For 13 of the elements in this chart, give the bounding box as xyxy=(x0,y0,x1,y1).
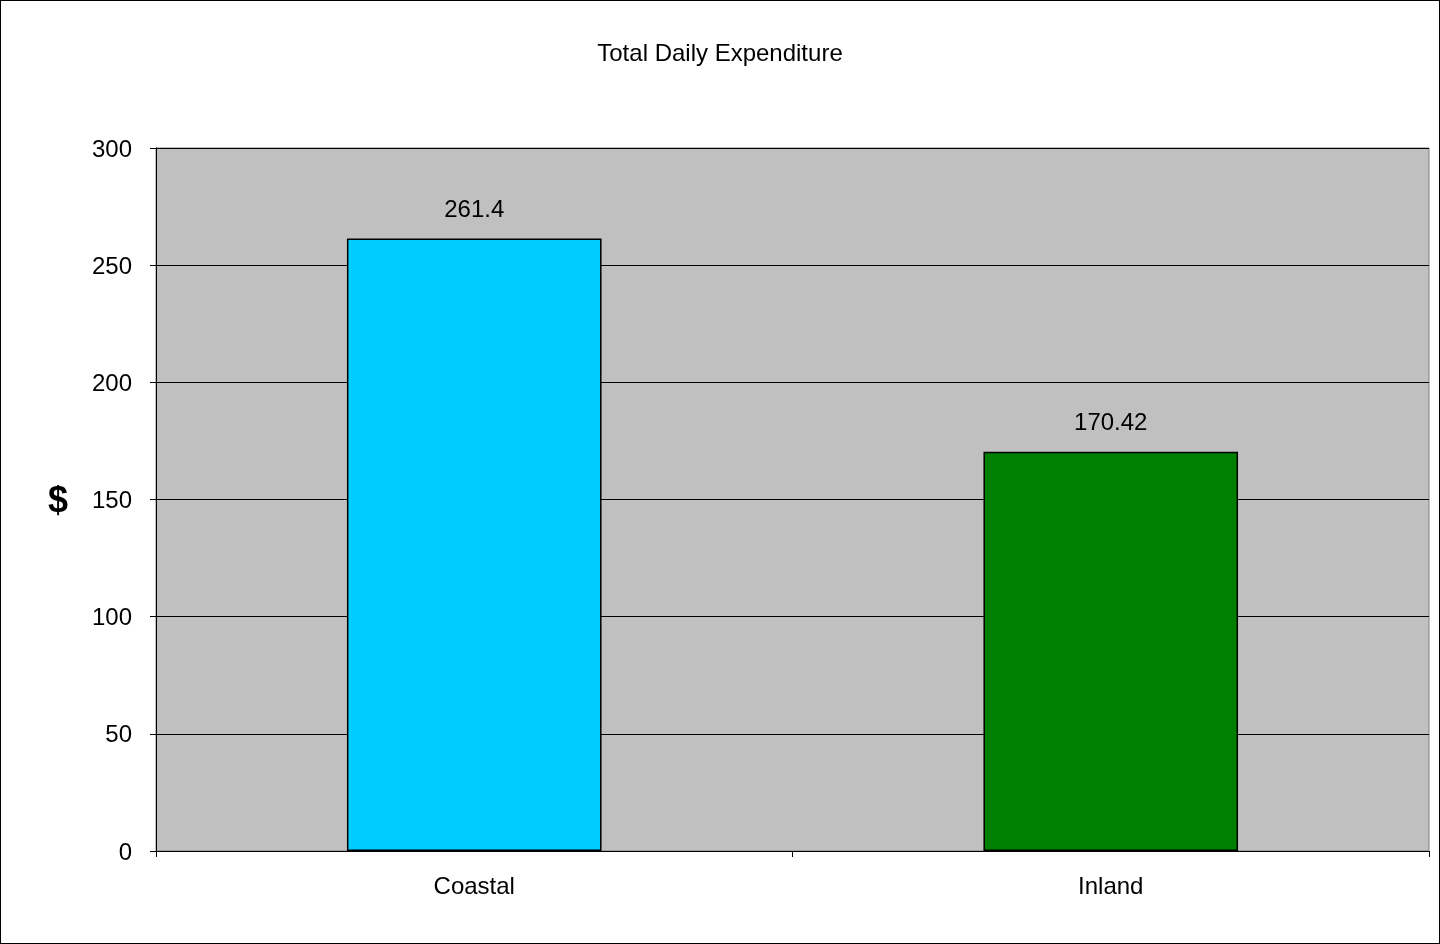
y-tick-label: 0 xyxy=(118,837,132,865)
y-tick-label: 100 xyxy=(91,603,132,631)
data-label: 170.42 xyxy=(1074,408,1148,436)
x-tick-label: Inland xyxy=(1078,871,1144,899)
chart-title: Total Daily Expenditure xyxy=(597,38,843,66)
x-tick-label: Coastal xyxy=(433,871,515,899)
y-tick-label: 300 xyxy=(91,134,132,162)
y-axis-title: $ xyxy=(47,479,68,520)
y-tick-label: 50 xyxy=(105,720,132,748)
data-label: 261.4 xyxy=(444,194,505,222)
y-tick-label: 150 xyxy=(91,486,132,513)
y-tick-label: 250 xyxy=(91,251,132,279)
y-tick-label: 200 xyxy=(91,368,132,396)
